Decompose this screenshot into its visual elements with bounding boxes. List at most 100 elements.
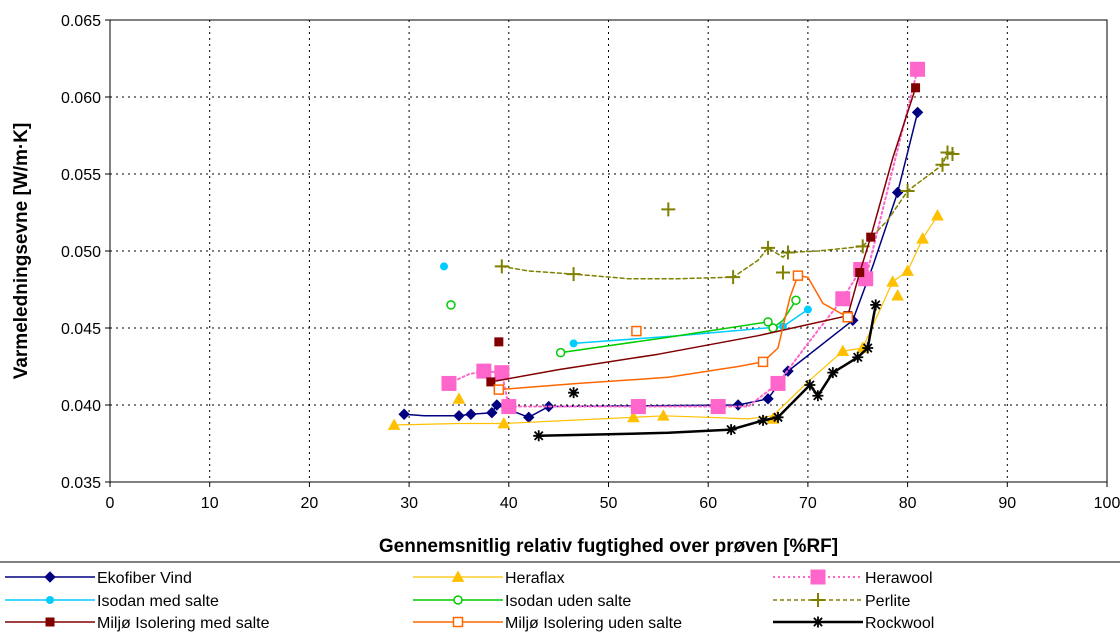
x-tick-label: 60 (699, 495, 717, 512)
y-tick-label: 0.055 (61, 167, 101, 184)
series-line (572, 308, 809, 345)
series-perlite (494, 145, 960, 285)
data-point (757, 414, 769, 426)
data-point (866, 232, 876, 242)
series-milj-isolering-uden-salte (493, 270, 854, 395)
legend-label: Herawool (865, 570, 933, 587)
data-point (891, 289, 904, 301)
data-point (931, 209, 944, 221)
data-point (732, 399, 744, 411)
legend-swatch-marker (453, 595, 463, 605)
data-point (491, 399, 503, 411)
legend-swatch-marker (452, 616, 464, 628)
legend-label: Heraflax (505, 570, 565, 587)
series-line (498, 274, 849, 391)
x-tick-label: 10 (201, 495, 219, 512)
legend-item: Miljø Isolering uden salte (413, 615, 682, 632)
legend-swatch-marker (810, 569, 826, 585)
data-point (497, 416, 511, 429)
data-point (555, 347, 566, 358)
y-tick-label: 0.050 (61, 244, 101, 261)
data-point (911, 106, 924, 119)
legend-swatch-marker (45, 617, 55, 627)
data-point (803, 305, 812, 314)
legend-swatch-marker (451, 570, 465, 582)
data-point (398, 408, 410, 420)
legend-item: Isodan med salte (5, 593, 219, 610)
x-tick-label: 0 (106, 495, 115, 512)
y-tick-label: 0.040 (61, 398, 101, 415)
legend-item: Herawool (773, 569, 933, 587)
data-point (726, 270, 741, 285)
legend-swatch-marker (812, 616, 824, 628)
y-tick-label: 0.065 (61, 13, 101, 30)
data-point (842, 311, 854, 323)
legend-swatch-marker (46, 596, 54, 604)
data-point (656, 409, 670, 421)
x-tick-label: 80 (899, 495, 917, 512)
legend-label: Ekofiber Vind (97, 570, 192, 587)
data-point (710, 399, 726, 415)
series-isodan-med-salte (439, 262, 812, 348)
data-point (486, 406, 498, 419)
x-tick-label: 40 (500, 495, 518, 512)
data-point (439, 262, 448, 271)
legend-swatch-marker (811, 593, 825, 607)
legend-item: Miljø Isolering med salte (5, 615, 270, 632)
legend-item: Ekofiber Vind (5, 570, 192, 587)
series-heraflax (387, 209, 944, 430)
data-point (852, 351, 864, 363)
legend-item: Perlite (773, 593, 910, 610)
data-point (763, 317, 773, 327)
x-tick-label: 100 (1094, 495, 1120, 512)
series-line (537, 303, 877, 438)
legend-label: Isodan med salte (97, 593, 219, 610)
data-point (804, 379, 816, 391)
data-point (768, 323, 778, 333)
x-axis-title: Gennemsnitlig relativ fugtighed over prø… (379, 536, 838, 557)
data-point (812, 390, 824, 402)
data-point (901, 264, 914, 276)
data-point (910, 61, 926, 77)
series-line (490, 87, 917, 383)
data-point (945, 146, 960, 161)
data-point (772, 411, 784, 423)
data-point (770, 375, 786, 391)
legend-item: Rockwool (773, 615, 934, 632)
data-point (465, 408, 477, 420)
data-point (935, 157, 950, 172)
data-point (568, 387, 580, 399)
data-point (494, 259, 509, 274)
y-tick-label: 0.035 (61, 475, 101, 492)
grid (110, 20, 1107, 482)
series-group (387, 61, 960, 442)
legend-label: Rockwool (865, 615, 934, 632)
data-point (792, 270, 804, 281)
data-point (775, 265, 790, 280)
x-tick-label: 30 (400, 495, 418, 512)
series-rockwool (533, 299, 882, 442)
data-point (631, 325, 642, 337)
data-point (916, 232, 929, 244)
data-point (761, 240, 776, 255)
y-tick-label: 0.060 (61, 90, 101, 107)
legend: Ekofiber Vind Heraflax Herawool Isodan med … (5, 569, 934, 632)
data-point (441, 375, 457, 391)
legend-label: Miljø Isolering med salte (97, 615, 270, 632)
data-point (566, 267, 581, 282)
x-tick-label: 50 (600, 495, 618, 512)
data-point (827, 367, 839, 379)
y-axis-title: Varmeledningsevne [W/m·K] (11, 123, 32, 380)
data-point (569, 339, 578, 348)
series-isodan-uden-salte (446, 295, 801, 358)
data-point (387, 418, 401, 430)
data-point (494, 365, 510, 381)
data-point (862, 342, 874, 354)
data-point (835, 291, 851, 307)
data-point (494, 337, 504, 347)
data-point (452, 392, 466, 404)
data-point (911, 83, 921, 93)
data-point (630, 399, 646, 415)
data-point (900, 183, 915, 198)
legend-item: Heraflax (413, 570, 565, 587)
